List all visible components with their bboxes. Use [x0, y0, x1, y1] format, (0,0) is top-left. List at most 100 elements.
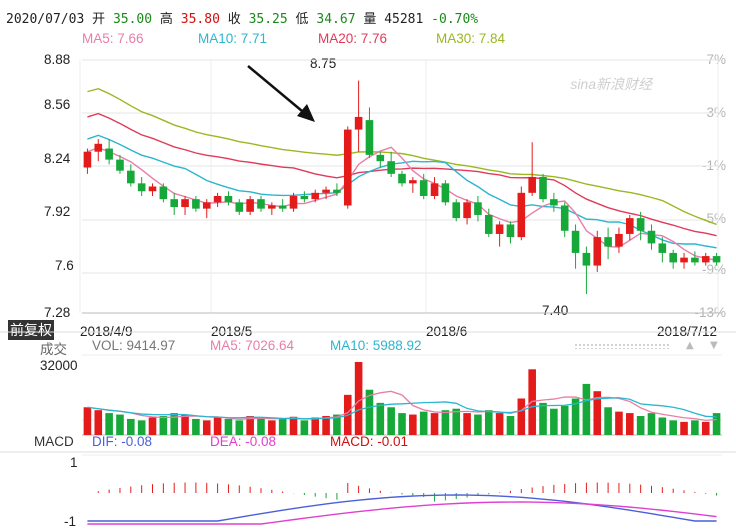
candle-body: [626, 218, 634, 234]
candle-body: [268, 205, 276, 209]
volume-bar: [235, 420, 244, 435]
candle-body: [409, 180, 417, 184]
percent-tick: -5%: [701, 211, 726, 226]
volume-bar: [712, 413, 721, 435]
scroll-dots[interactable]: [574, 343, 670, 349]
candle-body: [441, 183, 450, 203]
candle-body: [354, 116, 363, 130]
candle-body: [343, 129, 352, 206]
macd-histogram: [87, 482, 718, 525]
quote-summary: 2020/07/03 开 35.00 高 35.80 收 35.25 低 34.…: [6, 8, 478, 27]
candle-body: [213, 195, 222, 203]
volume-bar: [300, 420, 309, 435]
candle-body: [669, 252, 677, 263]
candle-body: [170, 199, 178, 208]
volume-bar: [83, 407, 92, 435]
candle-body: [615, 233, 623, 247]
macd-title: MACD: [34, 434, 74, 449]
candle-body: [452, 202, 461, 219]
candle-body: [539, 177, 547, 200]
volume-bar: [224, 418, 233, 435]
volume-bar: [116, 414, 124, 435]
volume-bar: [181, 414, 189, 435]
macd-tick: 1: [70, 455, 78, 470]
restore-rights-tag[interactable]: 前复权: [8, 320, 54, 340]
candle-body: [365, 120, 374, 155]
volume-bar: [582, 383, 591, 435]
ma10-line: [87, 134, 717, 249]
arrow-annotation: [247, 65, 315, 122]
volume-label: 量: [363, 12, 377, 27]
candle-body: [181, 199, 189, 208]
dea-line: [87, 501, 717, 525]
candle-body: [289, 195, 298, 209]
volume-bar: [398, 413, 406, 435]
volume-bar: [105, 413, 113, 435]
volume-bar: [615, 411, 623, 435]
candle-body: [506, 224, 515, 238]
collapse-icon[interactable]: ▲: [686, 340, 694, 351]
volume-bar: [419, 411, 428, 435]
volume-bars: [83, 362, 721, 435]
ma20-legend: MA20: 7.76: [318, 31, 388, 46]
candlesticks: [83, 80, 721, 295]
volume-bar: [127, 418, 135, 435]
candle-body: [127, 170, 135, 184]
volume-bar: [604, 407, 612, 435]
candle-body: [333, 189, 341, 193]
candle-body: [192, 199, 200, 209]
price-tick: 8.24: [44, 151, 71, 166]
candle-body: [571, 230, 580, 253]
candle-body: [148, 186, 157, 192]
candle-body: [636, 218, 645, 231]
dea-legend: DEA: -0.08: [210, 434, 277, 449]
candle-body: [701, 256, 710, 263]
volume-bar: [593, 391, 602, 435]
candle-body: [463, 202, 471, 219]
volume-bar: [571, 398, 580, 435]
volume-value: 45281: [384, 12, 424, 27]
volume-bar: [365, 389, 374, 435]
volume-bar: [517, 398, 526, 435]
volume-bar: [669, 420, 677, 435]
volume-bar: [94, 410, 103, 435]
candle-body: [550, 199, 558, 206]
high-value: 35.80: [180, 12, 220, 27]
candle-body: [159, 186, 168, 200]
candle-body: [560, 205, 569, 231]
open-label: 开: [92, 12, 106, 27]
high-label: 高: [159, 12, 173, 27]
volume-bar: [452, 408, 461, 435]
low-value: 34.67: [316, 12, 356, 27]
close-value: 35.25: [248, 12, 288, 27]
macd-value-legend: MACD: -0.01: [330, 434, 409, 449]
volume-bar: [278, 418, 287, 435]
volume-bar: [354, 362, 363, 435]
volume-ma5-legend: MA5: 7026.64: [210, 338, 295, 353]
candle-body: [105, 148, 113, 160]
volume-bar: [311, 417, 320, 435]
volume-bar: [474, 414, 482, 435]
volume-ma10-line: [87, 397, 717, 420]
candle-body: [430, 183, 439, 196]
candle-body: [582, 252, 591, 266]
candle-body: [604, 237, 612, 247]
candle-body: [474, 202, 482, 215]
volume-bar: [137, 420, 146, 435]
candle-body: [376, 154, 385, 162]
volume-bar: [680, 421, 688, 435]
volume-bar: [691, 420, 699, 435]
price-tick: 8.88: [44, 52, 71, 67]
ma30-line: [87, 87, 717, 226]
volume-bar: [202, 420, 211, 435]
candle-body: [419, 180, 428, 196]
moving-average-lines: [87, 87, 717, 261]
volume-bar: [658, 417, 667, 435]
expand-icon[interactable]: ▼: [710, 340, 718, 351]
candle-body: [398, 173, 406, 184]
ma5-line: [87, 146, 717, 261]
volume-bar: [333, 414, 341, 435]
candle-body: [202, 202, 211, 209]
ma5-legend: MA5: 7.66: [82, 31, 144, 46]
